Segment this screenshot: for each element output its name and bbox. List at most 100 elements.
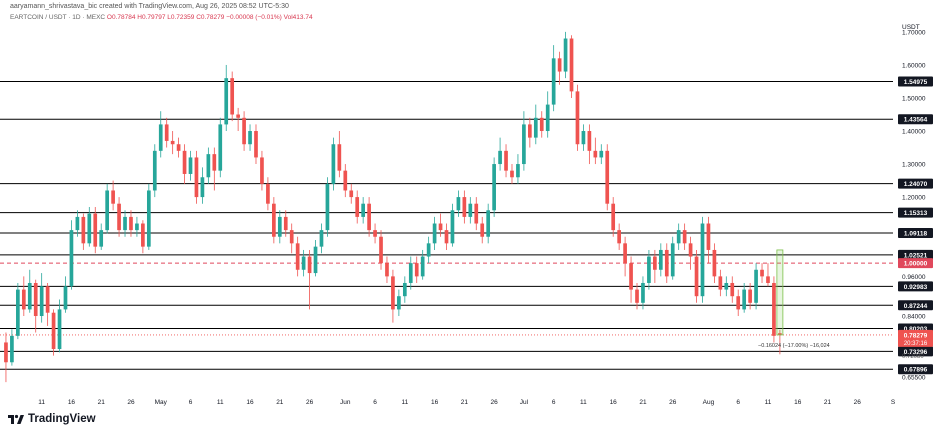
candle-body [778,333,782,335]
price-tick-label: 1.60000 [902,62,926,69]
time-tick-label: May [155,399,168,406]
candle-body [432,223,437,244]
level-label-badge [898,249,933,260]
candle-body [152,150,157,191]
candle-body [647,256,651,283]
level-label: 1.09118 [904,231,928,238]
time-tick-label: Jun [340,399,351,406]
candle-body [498,150,502,165]
candle-body [361,203,365,217]
candle-body [206,154,211,178]
time-tick-label: 16 [68,399,76,406]
level-label: 0.80203 [904,326,928,333]
dashed-level-label: 1.00000 [904,261,928,268]
candle-body [123,216,127,231]
candle-body [337,144,342,171]
candle-body [599,150,604,158]
level-label-badge [898,364,933,375]
candle-body [748,289,752,303]
time-tick-label: 11 [401,399,408,406]
candle-body [438,223,443,231]
candle-body [754,269,758,303]
candle-body [641,282,645,303]
candle-body [272,203,276,237]
time-tick-label: 6 [373,399,377,406]
chart-author-caption: aaryamann_shrivastava_bic created with T… [10,3,289,10]
price-tick-label-small: 0.72080 [902,354,924,360]
candle-body [254,131,258,158]
candle-body [16,289,20,336]
candle-body [504,150,508,171]
candle-body [414,263,419,277]
last-price-badge [898,329,933,347]
candle-body [653,256,657,270]
candle-body [176,144,181,151]
time-tick-label: 6 [552,399,556,406]
candle-body [146,190,151,247]
candle-body [563,38,568,72]
time-tick-label: 16 [794,399,802,406]
tradingview-logo[interactable]: TradingView [8,413,96,425]
candle-body [730,282,735,297]
candle-body [313,246,318,274]
candle-body [736,296,741,310]
candle-body [99,230,104,247]
candle-body [45,286,50,313]
candle-body [260,157,264,184]
price-tick-label: 0.96000 [902,274,926,281]
price-tick-label: 0.65500 [902,375,926,382]
candle-body [682,230,687,244]
time-tick-label: 21 [639,399,647,406]
candle-body [474,203,479,224]
candle-body [492,164,496,211]
time-tick-label: 26 [669,399,677,406]
time-tick-label: 6 [736,399,740,406]
candle-body [486,210,491,237]
candle-body [569,38,574,92]
candle-body [426,243,431,257]
candle-body [325,183,330,231]
measure-range-box [776,249,784,336]
candle-body [379,236,383,264]
time-tick-label: 11 [217,399,224,406]
candle-body [712,249,717,277]
price-tick-label: 1.70000 [902,29,926,36]
candle-body [164,124,169,141]
candle-body [551,58,556,105]
tradingview-logo-icon [8,414,24,424]
level-label-badge [898,178,933,189]
candle-body [444,230,449,244]
time-tick-label: 21 [98,399,106,406]
candle-body [694,256,699,297]
symbol-name[interactable]: EARTCOIN / USDT · 1D · MEXC [10,14,106,21]
candle-body [516,164,520,178]
candle-body [420,256,425,277]
time-tick-label: 21 [276,399,284,406]
time-tick-label: 6 [189,399,193,406]
candle-body [242,117,246,145]
time-tick-label: 21 [824,399,832,406]
candle-body [21,289,26,310]
candle-body [319,230,324,247]
candle-body [718,276,723,290]
candle-body [57,309,62,350]
time-tick-label: 26 [127,399,135,406]
candle-body [760,269,764,277]
candle-body [4,342,8,363]
candle-body [307,256,312,274]
time-tick-label: 16 [246,399,254,406]
price-tick-label: 1.30000 [902,162,926,169]
candle-body [617,230,621,244]
candle-body [236,114,240,118]
candle-body [188,157,193,174]
level-label: 0.73296 [904,349,928,356]
candle-body [623,243,627,264]
level-label: 1.15313 [904,210,928,217]
candle-body [700,223,705,297]
level-label-badge [898,346,933,357]
tradingview-logo-text: TradingView [28,413,96,425]
level-label: 0.87244 [904,303,928,310]
ohlc-values: O0.78784 H0.79797 L0.72359 C0.78279 −0.0… [106,14,313,21]
candle-body [289,230,294,244]
